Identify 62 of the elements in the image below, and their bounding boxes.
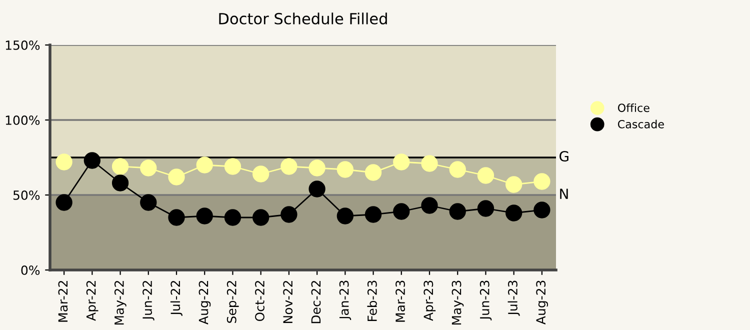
point <box>364 206 382 223</box>
point <box>477 200 494 217</box>
legend-label: Cascade <box>618 120 664 128</box>
point <box>280 158 298 175</box>
point <box>224 158 242 175</box>
point <box>421 155 438 172</box>
point <box>168 168 185 186</box>
point <box>140 160 157 176</box>
x-tick-label: Dec-22 <box>311 280 321 324</box>
point <box>252 209 270 226</box>
point <box>112 174 129 192</box>
point <box>140 194 157 211</box>
ref-line-label: G <box>560 151 568 162</box>
point <box>336 161 354 178</box>
point <box>168 209 185 226</box>
ref-line-label: N <box>560 188 568 199</box>
y-tick-label: 50% <box>13 190 40 200</box>
point <box>393 154 410 170</box>
x-tick-label: Aug-23 <box>536 280 548 324</box>
point <box>534 173 550 190</box>
point <box>252 166 270 182</box>
x-tick-label: May-22 <box>114 280 126 325</box>
y-tick-label: 150% <box>6 40 40 50</box>
point <box>393 203 410 220</box>
y-tick-label: 0% <box>21 265 40 275</box>
chart-title: Doctor Schedule Filled <box>219 12 387 24</box>
point <box>506 204 522 222</box>
y-tick-label: 100% <box>6 115 40 125</box>
x-tick-label: Feb-23 <box>367 280 377 322</box>
point <box>56 194 72 211</box>
point <box>421 197 438 214</box>
x-tick-label: Jul-23 <box>508 280 520 316</box>
x-tick-label: Jan-23 <box>339 280 352 320</box>
x-tick-label: Jun-23 <box>480 280 492 320</box>
point <box>196 156 213 174</box>
point <box>534 202 550 218</box>
point <box>196 208 213 224</box>
x-tick-label: Oct-22 <box>255 280 264 322</box>
x-tick-label: Apr-22 <box>86 280 98 321</box>
x-tick-label: Jul-22 <box>170 280 182 316</box>
x-tick-label: Sep-22 <box>226 280 239 323</box>
point <box>506 176 522 193</box>
point <box>477 167 494 184</box>
x-tick-label: Mar-23 <box>396 280 406 322</box>
x-tick-label: Mar-22 <box>58 280 68 322</box>
x-tick-label: Jun-22 <box>142 280 154 320</box>
point <box>112 158 129 175</box>
point <box>364 164 382 181</box>
x-tick-label: Aug-22 <box>198 280 211 324</box>
point <box>56 154 72 170</box>
point <box>280 206 298 223</box>
x-tick-label: May-23 <box>452 280 464 325</box>
point <box>224 209 242 226</box>
point <box>449 161 466 178</box>
legend-label: Office <box>618 103 650 112</box>
point <box>449 203 466 220</box>
x-tick-label: Apr-23 <box>424 280 436 321</box>
point <box>336 208 354 224</box>
point <box>84 152 100 169</box>
point <box>308 160 326 176</box>
point <box>308 180 326 198</box>
x-tick-label: Nov-22 <box>283 280 293 323</box>
